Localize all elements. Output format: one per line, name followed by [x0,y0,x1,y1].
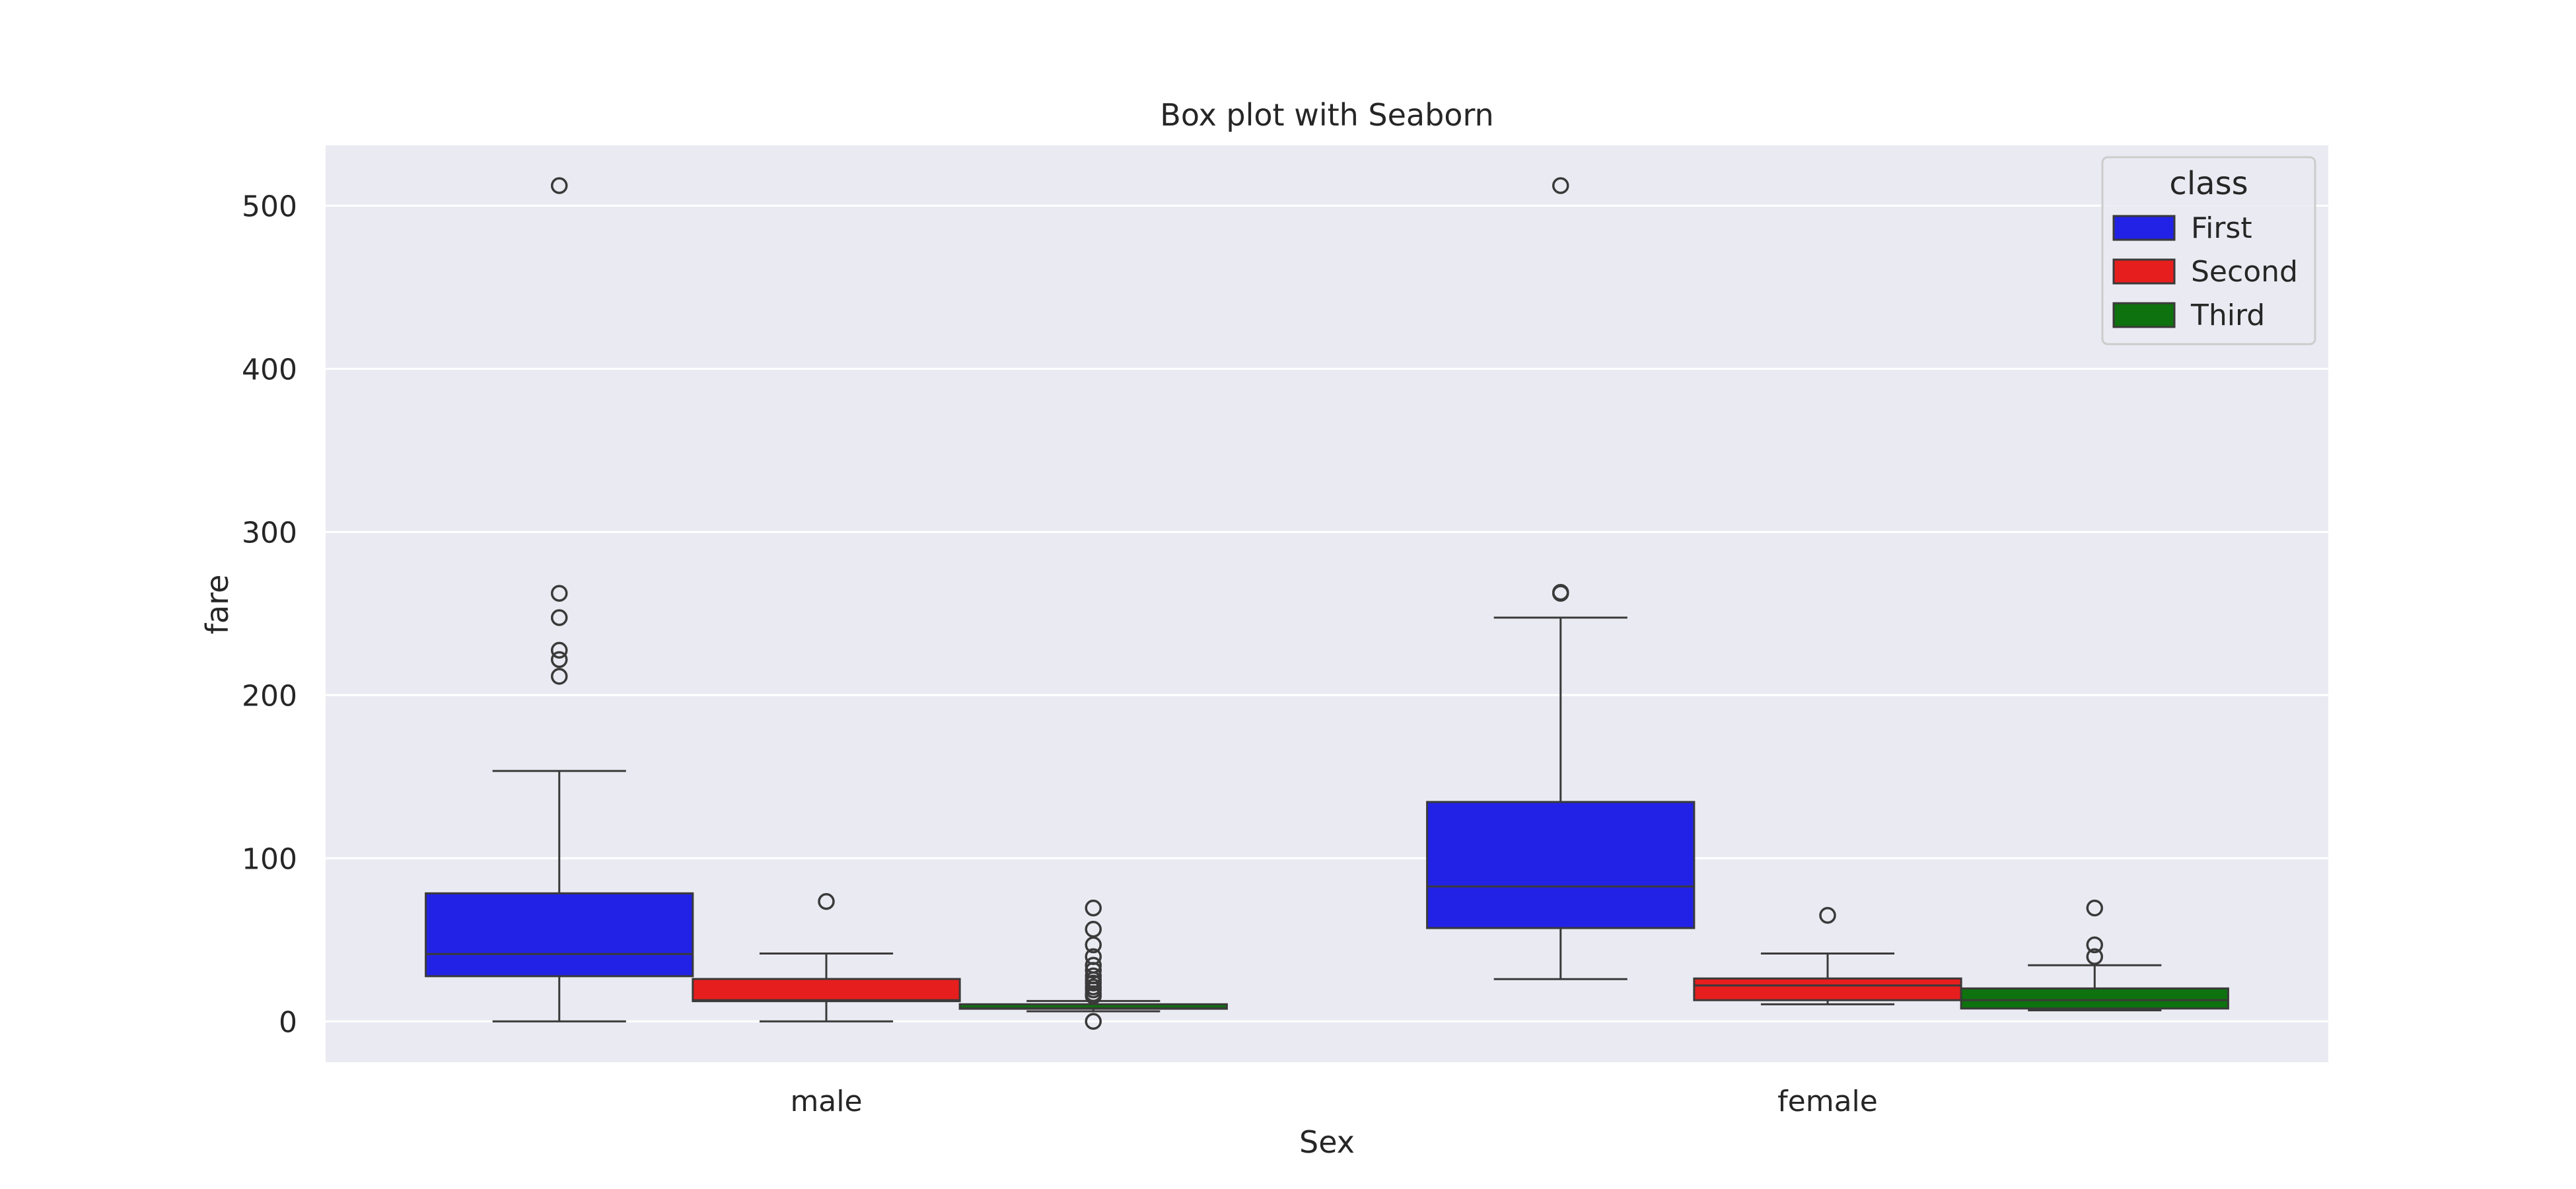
x-tick-label: male [790,1085,862,1118]
box-iqr [425,892,694,978]
chart-title: Box plot with Seaborn [1160,97,1493,133]
legend-label-first: First [2191,211,2252,245]
box-second-female [1693,906,1962,1005]
gridlines [326,204,2328,1023]
x-axis-label: Sex [1299,1124,1355,1160]
outlier-point [550,177,568,194]
outlier-point [550,668,568,685]
outlier-point [1085,899,1102,917]
outlier-point [550,651,568,668]
box-first-female [1426,177,1696,980]
x-tick-label: female [1777,1085,1878,1118]
box-third-female [1960,899,2229,1011]
outlier-point [1085,962,1102,979]
legend-swatch-first [2112,215,2176,241]
y-tick-label: 100 [242,842,297,876]
x-tick-labels: male female [790,1085,1877,1118]
y-tick-label: 200 [242,679,297,713]
outlier-point [1085,988,1102,1005]
y-tick-label: 0 [279,1005,297,1039]
outlier-point [550,585,568,602]
outlier-point [1085,1013,1102,1030]
y-tick-labels: 0 100 200 300 400 500 [242,190,297,1039]
outlier-point [2086,936,2104,954]
legend-title: class [2169,165,2248,202]
boxes [425,177,2229,1030]
box-first-male [425,177,694,1023]
legend-entries: First Second Third [2112,211,2298,332]
legend-swatch-second [2112,258,2176,285]
legend-label-third: Third [2190,299,2265,332]
box-third-male [958,899,1228,1030]
y-axis-label: fare [199,575,235,635]
outlier-point [1819,906,1836,924]
outlier-point [1085,936,1102,954]
box-iqr [1960,987,2229,1010]
outlier-point [550,641,568,659]
box-second-male [692,892,961,1023]
outlier-point [818,892,835,910]
outlier-point [2086,899,2104,917]
y-tick-label: 300 [242,516,297,550]
legend-label-second: Second [2191,255,2298,289]
legend-swatch-third [2112,302,2176,328]
box-iqr [1426,801,1696,929]
outlier-point [1552,585,1569,602]
outlier-point [2086,948,2104,965]
y-tick-label: 400 [242,353,297,386]
outlier-point [550,609,568,626]
outlier-point [1552,177,1569,194]
legend-frame [2101,156,2316,345]
box-iqr [1693,977,1962,1001]
box-iqr [692,978,961,1003]
legend: class First Second Third [2101,156,2316,345]
y-tick-label: 500 [242,190,297,223]
